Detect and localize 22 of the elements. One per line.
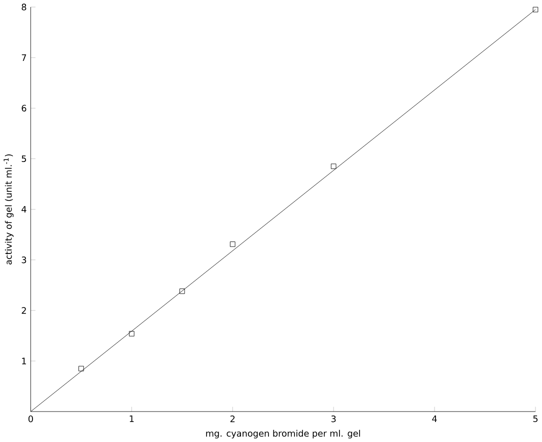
point [230, 241, 236, 247]
y-tick-label: 7 [22, 54, 26, 61]
y-tick-label: 5 [22, 155, 26, 162]
x-tick-label: 3 [331, 415, 336, 422]
y-tick-label: 2 [22, 307, 26, 314]
point [78, 366, 84, 372]
point [532, 6, 538, 12]
point [179, 288, 185, 294]
y-tick-label: 4 [22, 206, 26, 212]
y-tick-label: 1 [22, 358, 26, 364]
x-tick-label: 4 [432, 415, 437, 422]
x-tick-label: 5 [533, 415, 538, 422]
x-tick-label: 1 [130, 415, 134, 422]
y-tick-label: 3 [22, 256, 26, 264]
x-tick-label: 0 [28, 415, 33, 422]
x-tick-label: 2 [230, 415, 235, 422]
point [330, 164, 336, 169]
y-tick-label: 8 [22, 4, 26, 10]
y-tick-label: 6 [22, 104, 26, 112]
point [129, 330, 134, 336]
y-axis-title: activity of gel (unit ml.$^{-1}$) [4, 154, 14, 264]
x-axis-title: mg. cyanogen bromide per ml. gel [206, 430, 360, 438]
